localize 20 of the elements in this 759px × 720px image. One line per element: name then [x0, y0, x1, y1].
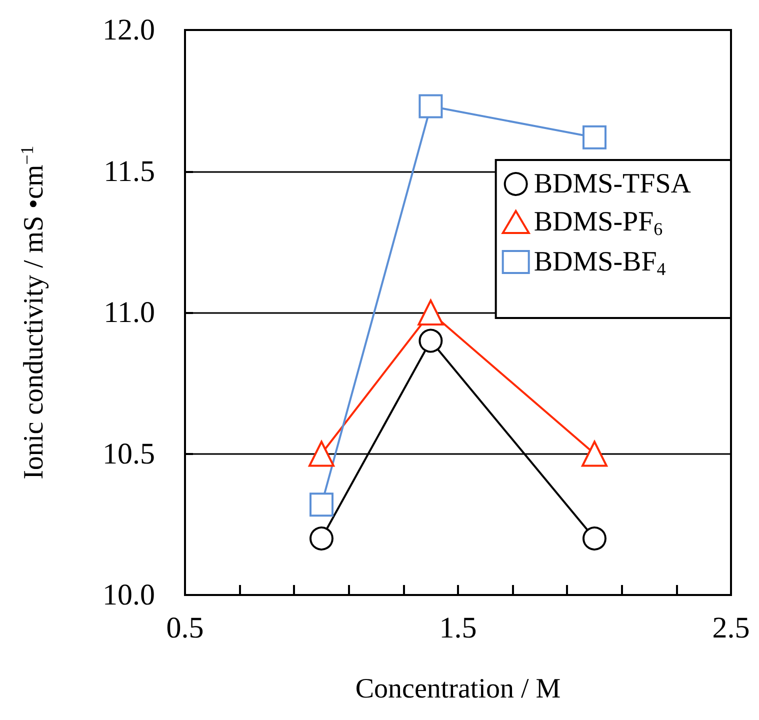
- point: [418, 300, 444, 326]
- y-tick-label: 11.0: [104, 296, 155, 329]
- point: [308, 440, 334, 467]
- point: [310, 492, 334, 517]
- x-tick-label: 2.5: [712, 612, 750, 644]
- y-tick-label: 12.0: [102, 14, 155, 46]
- y-tick-label: 10.5: [102, 437, 155, 470]
- point: [310, 526, 334, 550]
- point: [582, 526, 606, 550]
- point: [418, 328, 443, 353]
- point: [582, 125, 606, 150]
- point: [582, 440, 608, 467]
- y-tick-label: 10.0: [102, 578, 155, 612]
- y-axis-title: Ionic conductivity / mS •cm−1: [17, 146, 50, 480]
- legend-label: BDMS-TFSA: [534, 168, 692, 200]
- point: [418, 94, 443, 118]
- x-axis-title: Concentration / M: [355, 674, 561, 704]
- y-tick-label: 11.5: [104, 154, 155, 188]
- x-tick-label: 1.5: [439, 612, 477, 644]
- x-tick-label: 0.5: [166, 612, 204, 644]
